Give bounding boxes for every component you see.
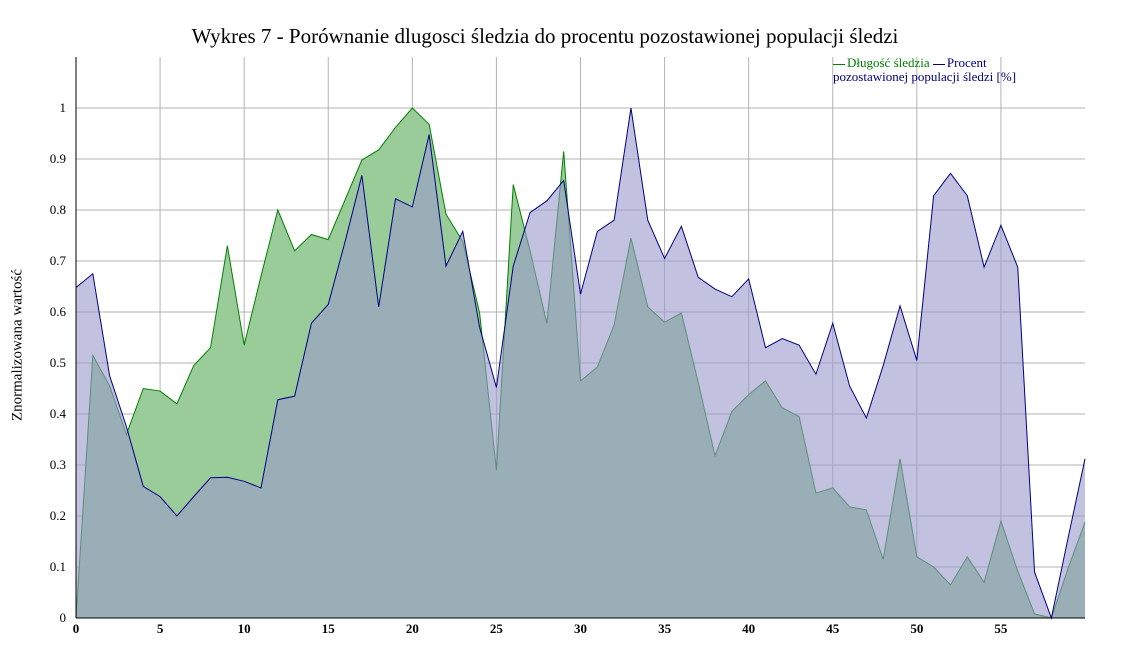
y-tick-label-9: 0.9 — [50, 151, 66, 166]
x-tick-label-4: 20 — [406, 621, 419, 636]
y-tick-label-4: 0.4 — [50, 406, 67, 421]
y-tick-label-5: 0.5 — [50, 355, 66, 370]
legend-label-population: Procent pozostawionej populacji śledzi [… — [833, 55, 1017, 84]
y-tick-label-8: 0.8 — [50, 202, 66, 217]
chart-title: Wykres 7 - Porównanie dlugosci śledzia d… — [191, 24, 899, 48]
y-tick-label-10: 1 — [60, 100, 67, 115]
y-tick-label-1: 0.1 — [50, 559, 66, 574]
x-tick-label-3: 15 — [322, 621, 336, 636]
y-tick-label-6: 0.6 — [50, 304, 67, 319]
y-tick-label-3: 0.3 — [50, 457, 66, 472]
x-tick-label-1: 5 — [157, 621, 164, 636]
x-tick-label-7: 35 — [658, 621, 672, 636]
legend-item-length: Długość śledzia — [833, 55, 930, 70]
y-tick-label-2: 0.2 — [50, 508, 66, 523]
y-tick-label-0: 0 — [60, 610, 67, 625]
legend-item-population: Procent pozostawionej populacji śledzi [… — [833, 55, 1016, 84]
x-tick-label-2: 10 — [238, 621, 251, 636]
x-tick-label-9: 45 — [826, 621, 840, 636]
legend: Długość śledzia Procent pozostawionej po… — [833, 56, 1048, 84]
x-tick-label-6: 30 — [574, 621, 587, 636]
series-areas — [75, 107, 1086, 620]
legend-label-length: Długość śledzia — [847, 55, 930, 70]
x-tick-label-0: 0 — [73, 621, 80, 636]
tick-labels: 00.10.20.30.40.50.60.70.80.910 5 10 15 20 25 3… — [50, 100, 1008, 636]
x-tick-label-10: 50 — [910, 621, 923, 636]
axes — [75, 57, 1085, 619]
x-tick-label-11: 55 — [994, 621, 1008, 636]
series-area-1 — [76, 108, 1085, 618]
y-tick-label-7: 0.7 — [50, 253, 67, 268]
x-tick-label-8: 40 — [742, 621, 755, 636]
legend-swatch-population — [932, 63, 945, 65]
x-tick-label-5: 25 — [490, 621, 504, 636]
series-line-1 — [75, 107, 1086, 620]
legend-swatch-length — [833, 63, 845, 65]
